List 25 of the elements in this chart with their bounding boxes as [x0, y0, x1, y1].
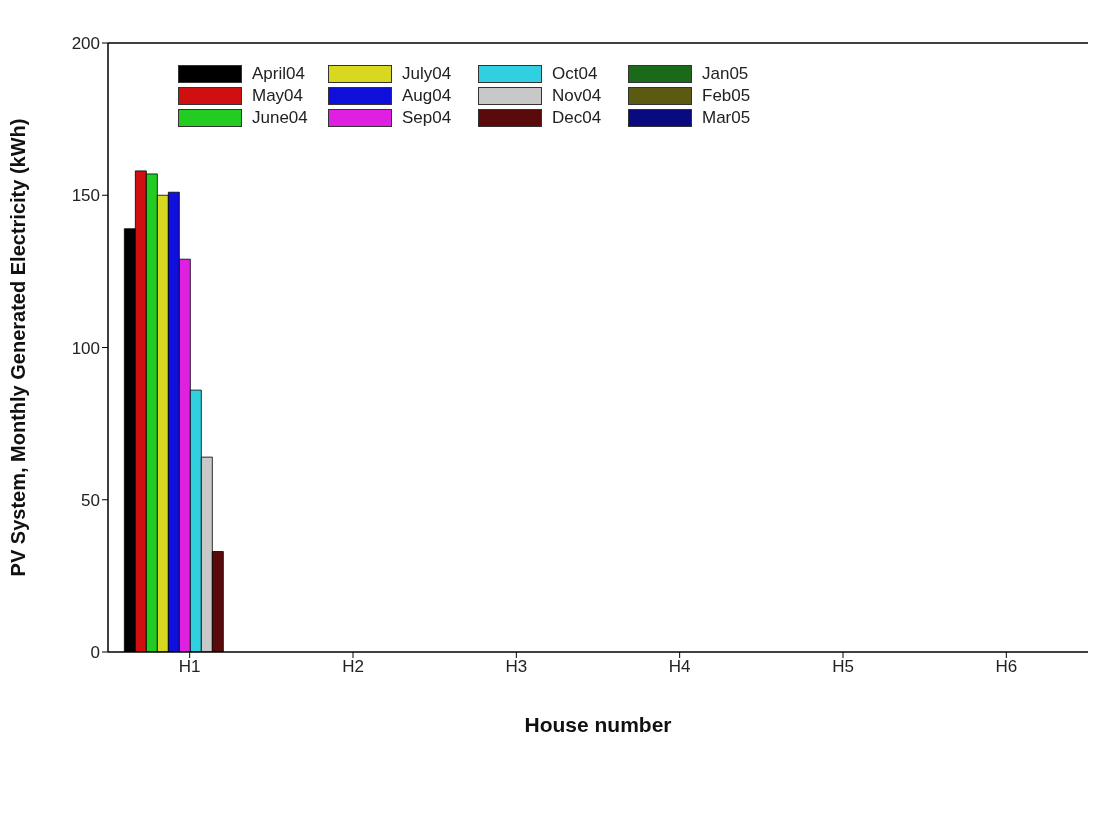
- legend-label: April04: [252, 64, 305, 84]
- legend-label: Feb05: [702, 86, 751, 106]
- y-axis-title: PV System, Monthly Generated Electricity (kWh): [7, 118, 30, 577]
- x-tick-label: H5: [832, 657, 854, 677]
- legend-label: July04: [402, 64, 452, 84]
- x-axis-title: House number: [524, 713, 672, 736]
- x-tick-label: H3: [505, 657, 528, 677]
- legend-label: Jan05: [702, 64, 749, 84]
- legend-label: Nov04: [552, 86, 602, 106]
- y-tick-label: 0: [90, 643, 100, 663]
- legend-label: June04: [252, 108, 308, 128]
- x-tick-label: H2: [342, 657, 364, 677]
- legend-label: Mar05: [702, 108, 751, 128]
- x-tick-label: H1: [178, 657, 201, 677]
- legend-label: May04: [252, 86, 304, 106]
- x-tick-label: H6: [995, 657, 1018, 677]
- legend-label: Sep04: [402, 108, 452, 128]
- y-tick-label: 200: [71, 34, 100, 54]
- y-tick-label: 150: [71, 186, 100, 206]
- legend-label: Dec04: [552, 108, 602, 128]
- y-tick-label: 100: [71, 338, 100, 358]
- x-tick-label: H4: [668, 657, 691, 677]
- legend-label: Oct04: [552, 64, 598, 84]
- y-tick-label: 50: [81, 490, 100, 510]
- legend-label: Aug04: [402, 86, 452, 106]
